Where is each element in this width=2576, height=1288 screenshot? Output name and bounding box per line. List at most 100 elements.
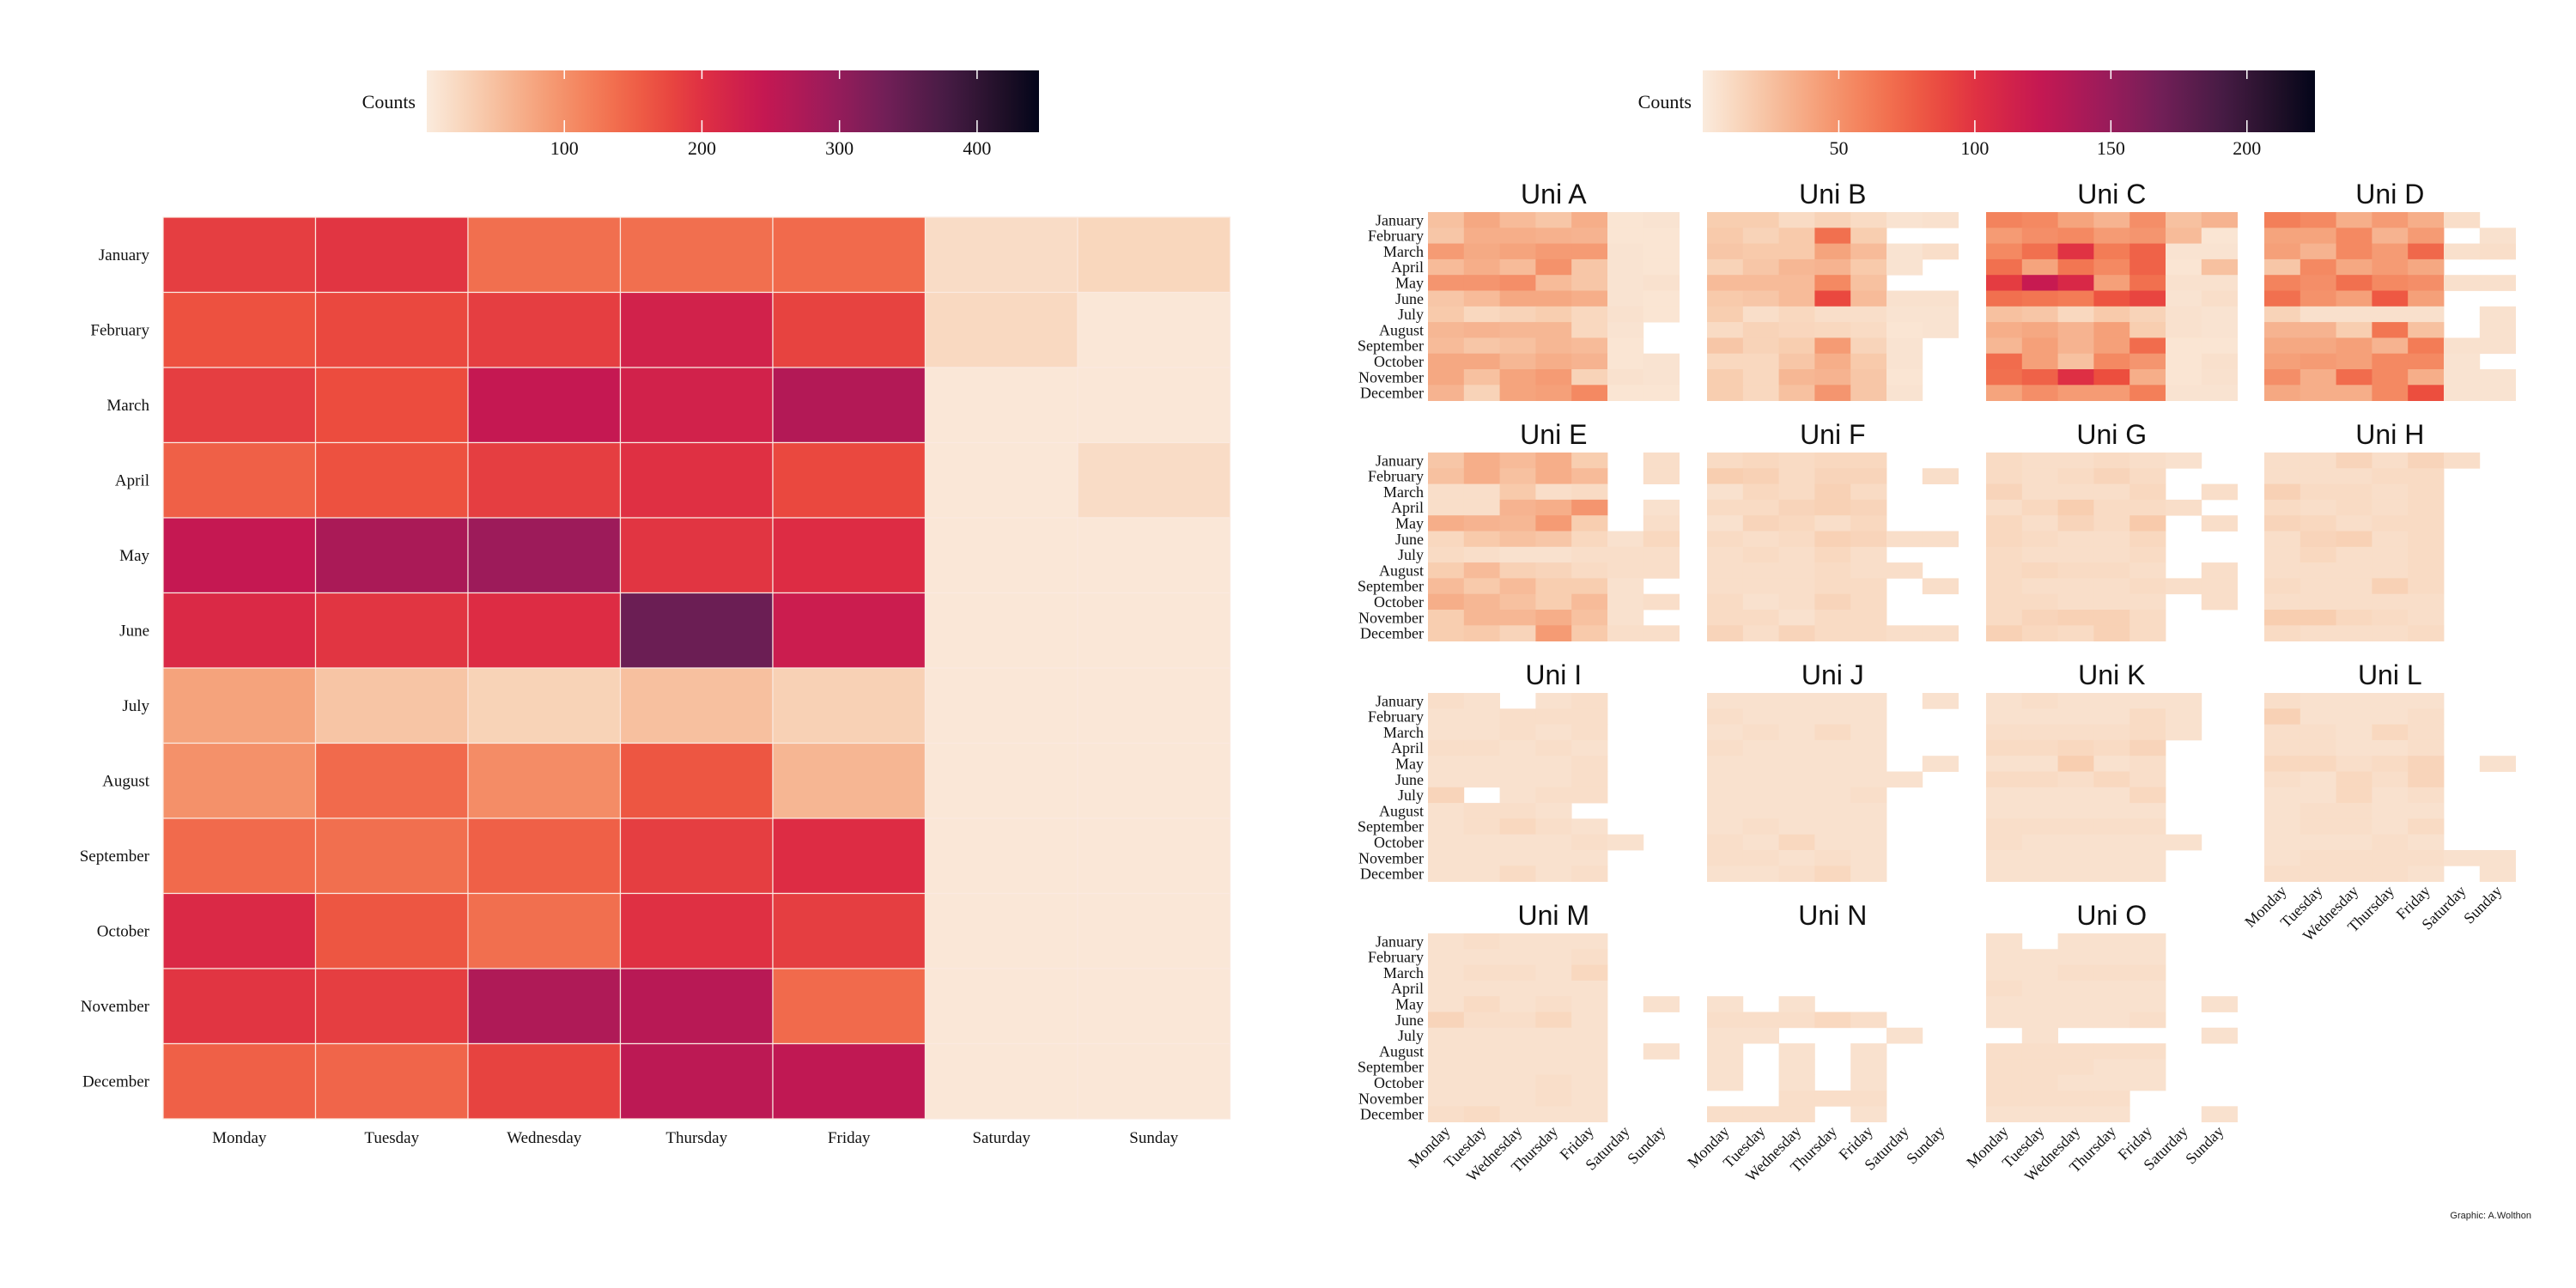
heatmap-cell xyxy=(1778,756,1815,772)
heatmap-cell xyxy=(1707,1012,1744,1029)
heatmap-cell xyxy=(2336,275,2372,291)
heatmap-cell xyxy=(1463,515,1500,532)
heatmap-cell xyxy=(1707,228,1744,244)
heatmap-cell xyxy=(2093,483,2130,501)
heatmap-cell xyxy=(1986,933,2023,950)
weekday-label: Saturday xyxy=(972,1129,1030,1147)
heatmap-cell xyxy=(2166,453,2202,469)
heatmap-cell xyxy=(2336,546,2372,563)
heatmap-cell xyxy=(1814,306,1851,323)
heatmap-cell xyxy=(2129,243,2166,260)
heatmap-cell xyxy=(2336,625,2372,641)
month-label: January xyxy=(1376,933,1424,950)
heatmap-cell xyxy=(1814,834,1851,851)
heatmap-cell xyxy=(2444,243,2481,260)
heatmap-cell xyxy=(2021,787,2058,804)
heatmap-cell xyxy=(2300,610,2336,626)
heatmap-cell xyxy=(1707,803,1744,819)
heatmap-cell xyxy=(2021,980,2058,997)
heatmap-cell xyxy=(1778,818,1815,835)
heatmap-cell xyxy=(1499,468,1536,484)
heatmap-cell xyxy=(1643,275,1680,291)
heatmap-cell xyxy=(1707,578,1744,595)
heatmap-cell xyxy=(1571,468,1608,484)
heatmap-cell xyxy=(2479,228,2516,244)
heatmap-cell xyxy=(1850,369,1887,386)
heatmap-cell xyxy=(2264,290,2301,307)
heatmap-cell xyxy=(1886,385,1923,401)
heatmap-cell xyxy=(1707,275,1744,291)
heatmap-cell xyxy=(2057,724,2094,741)
heatmap-cell xyxy=(1535,578,1572,595)
month-label: June xyxy=(1395,771,1424,788)
heatmap-cell xyxy=(1463,1074,1500,1091)
heatmap-cell xyxy=(1571,593,1608,611)
heatmap-cell xyxy=(2093,818,2130,835)
heatmap-cell xyxy=(924,291,1078,368)
panel-uni-o: Uni OMondayTuesdayWednesdayThursdayFrida… xyxy=(1963,900,2238,1185)
heatmap-cell xyxy=(1571,787,1608,804)
heatmap-cell xyxy=(2057,385,2094,401)
heatmap-cell xyxy=(1922,468,1959,484)
heatmap-cell xyxy=(2093,724,2130,741)
heatmap-cell xyxy=(2057,453,2094,469)
heatmap-cell xyxy=(2057,258,2094,276)
month-label: June xyxy=(1395,1012,1424,1029)
heatmap-cell xyxy=(1077,441,1231,519)
heatmap-cell xyxy=(1707,562,1744,579)
heatmap-cell xyxy=(1499,578,1536,595)
heatmap-cell xyxy=(1707,243,1744,260)
heatmap-cell xyxy=(1571,1106,1608,1122)
heatmap-cell xyxy=(1778,866,1815,882)
heatmap-cell xyxy=(2093,562,2130,579)
heatmap-cell xyxy=(1922,693,1959,709)
heatmap-cell xyxy=(2021,515,2058,532)
heatmap-cell xyxy=(1707,499,1744,516)
heatmap-cell xyxy=(1428,546,1465,563)
heatmap-cell xyxy=(1814,228,1851,244)
left-colorbar: Counts 100 200 300 400 xyxy=(362,70,1039,159)
heatmap-cell xyxy=(1463,243,1500,260)
heatmap-cell xyxy=(1499,243,1536,260)
heatmap-cell xyxy=(1463,499,1500,516)
heatmap-cell xyxy=(2057,771,2094,788)
heatmap-cell xyxy=(2336,593,2372,611)
heatmap-cell xyxy=(2057,739,2094,756)
heatmap-cell xyxy=(2408,739,2445,756)
heatmap-cell xyxy=(1986,771,2023,788)
heatmap-cell xyxy=(1571,1091,1608,1107)
heatmap-cell xyxy=(2021,275,2058,291)
heatmap-cell xyxy=(1428,258,1465,276)
heatmap-cell xyxy=(1535,306,1572,323)
heatmap-cell xyxy=(1571,866,1608,882)
heatmap-cell xyxy=(1499,353,1536,370)
heatmap-cell xyxy=(1607,243,1644,260)
heatmap-cell xyxy=(619,817,774,895)
heatmap-cell xyxy=(1499,228,1536,244)
heatmap-cell xyxy=(1535,369,1572,386)
heatmap-cell xyxy=(619,291,774,368)
heatmap-cell xyxy=(1463,771,1500,788)
heatmap-cell xyxy=(1778,1074,1815,1091)
heatmap-cell xyxy=(2021,562,2058,579)
heatmap-cell xyxy=(2166,369,2202,386)
heatmap-cell xyxy=(2372,739,2409,756)
heatmap-cell xyxy=(1814,322,1851,338)
heatmap-cell xyxy=(2057,1106,2094,1122)
heatmap-cell xyxy=(2093,306,2130,323)
heatmap-cell xyxy=(2264,228,2301,244)
heatmap-cell xyxy=(2093,531,2130,548)
month-label: August xyxy=(102,772,150,790)
heatmap-cell xyxy=(2201,385,2238,401)
heatmap-cell xyxy=(1778,625,1815,641)
heatmap-cell xyxy=(2201,322,2238,338)
heatmap-cell xyxy=(1428,787,1465,804)
heatmap-cell xyxy=(2129,228,2166,244)
month-label: April xyxy=(1391,258,1424,276)
heatmap-cell xyxy=(1643,385,1680,401)
heatmap-cell xyxy=(1643,353,1680,370)
heatmap-cell xyxy=(2408,306,2445,323)
heatmap-cell xyxy=(1778,306,1815,323)
heatmap-cell xyxy=(2201,593,2238,611)
